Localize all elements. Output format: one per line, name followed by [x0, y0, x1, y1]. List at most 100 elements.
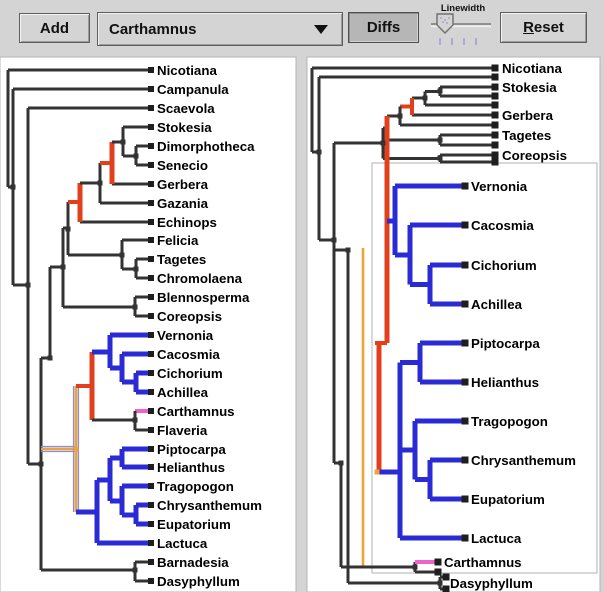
- leaf-tick: [148, 408, 154, 414]
- leaf-label[interactable]: Campanula: [157, 82, 229, 97]
- right-tree-panel[interactable]: [306, 56, 601, 592]
- leaf-tick: [148, 105, 154, 111]
- leaf-label[interactable]: Piptocarpa: [471, 336, 540, 351]
- left-tree[interactable]: Nicotiana Campanula Scaevola Stokesia Dimorp…: [6, 63, 262, 589]
- leaf-tick: [491, 151, 499, 159]
- tree-node: [437, 137, 443, 143]
- leaf-label[interactable]: Scaevola: [157, 101, 215, 116]
- tree-node: [107, 348, 113, 354]
- leaf-label[interactable]: Stokesia: [502, 80, 557, 95]
- leaf-tick: [148, 559, 154, 565]
- tree-node: [119, 252, 125, 258]
- leaf-label[interactable]: Lactuca: [471, 531, 522, 546]
- leaf-label[interactable]: Cichorium: [157, 366, 223, 381]
- leaf-label[interactable]: Coreopsis: [502, 148, 567, 163]
- leaf-label[interactable]: Barnadesia: [157, 555, 229, 570]
- leaf-label[interactable]: Blennosperma: [157, 290, 250, 305]
- leaf-label[interactable]: Chrysanthemum: [471, 453, 576, 468]
- leaf-tick: [148, 181, 154, 187]
- tree-node: [437, 155, 443, 161]
- leaf-label[interactable]: Gerbera: [502, 108, 554, 123]
- tree-node: [60, 264, 66, 270]
- leaf-label[interactable]: Helianthus: [471, 375, 539, 390]
- tree-node: [107, 477, 113, 483]
- leaf-label[interactable]: Cichorium: [471, 258, 537, 273]
- leaf-tick: [442, 585, 450, 592]
- leaf-label[interactable]: Echinops: [157, 215, 217, 230]
- leaf-tick: [491, 73, 499, 81]
- leaf-tick: [148, 294, 154, 300]
- leaf-label[interactable]: Coreopsis: [157, 309, 222, 324]
- tree-node: [427, 476, 433, 482]
- leaf-label[interactable]: Cacosmia: [471, 218, 534, 233]
- leaf-label[interactable]: Chrysanthemum: [157, 498, 262, 513]
- leaf-label[interactable]: Lactuca: [157, 536, 208, 551]
- leaf-label[interactable]: Tagetes: [157, 252, 206, 267]
- leaf-tick: [148, 483, 154, 489]
- leaf-tick: [148, 124, 154, 130]
- leaf-label[interactable]: Dasyphyllum: [157, 574, 240, 589]
- leaf-tick: [491, 92, 499, 100]
- leaf-tick: [461, 300, 469, 308]
- leaf-tick: [491, 101, 499, 109]
- leaf-label[interactable]: Gazania: [157, 196, 209, 211]
- tree-node: [132, 567, 138, 573]
- leaf-label[interactable]: Chromolaena: [157, 271, 243, 286]
- leaf-tick: [491, 64, 499, 72]
- leaf-tick: [148, 162, 154, 168]
- leaf-tick: [148, 464, 154, 470]
- linewidth-slider[interactable]: [431, 13, 491, 34]
- tree-node: [392, 218, 398, 224]
- tree-node: [119, 455, 125, 461]
- leaf-tick: [491, 121, 499, 129]
- right-tree[interactable]: Nicotiana Stokesia Gerbera Tagetes Coreopsis…: [310, 61, 598, 592]
- leaf-label[interactable]: Felicia: [157, 233, 199, 248]
- leaf-tick: [461, 221, 469, 229]
- tree-node: [47, 355, 53, 361]
- leaf-label[interactable]: Nicotiana: [157, 63, 217, 78]
- leaf-label[interactable]: Achillea: [157, 385, 209, 400]
- leaf-label[interactable]: Carthamnus: [444, 555, 522, 570]
- tree-node: [345, 247, 351, 253]
- leaf-label[interactable]: Cacosmia: [157, 347, 220, 362]
- leaf-label[interactable]: Achillea: [471, 297, 523, 312]
- leaf-tick: [148, 237, 154, 243]
- leaf-label[interactable]: Stokesia: [157, 120, 212, 135]
- tree-node: [38, 461, 44, 467]
- leaf-label[interactable]: Vernonia: [471, 179, 528, 194]
- tree-node: [316, 149, 322, 155]
- leaf-label[interactable]: Dimorphotheca: [157, 139, 255, 154]
- leaf-tick: [148, 502, 154, 508]
- tree-node: [119, 498, 125, 504]
- slider-thumb[interactable]: [436, 13, 454, 34]
- leaf-label[interactable]: Flaveria: [157, 423, 208, 438]
- leaf-label[interactable]: Gerbera: [157, 177, 209, 192]
- leaf-label[interactable]: Vernonia: [157, 328, 214, 343]
- leaf-label[interactable]: Tragopogon: [157, 479, 234, 494]
- tree-node: [25, 282, 31, 288]
- tree-node: [422, 95, 428, 101]
- add-button[interactable]: Add: [19, 13, 90, 43]
- leaf-label[interactable]: Nicotiana: [502, 61, 562, 76]
- tree-node: [397, 113, 403, 119]
- leaf-label[interactable]: Dasyphyllum: [450, 576, 533, 591]
- leaf-label[interactable]: Eupatorium: [157, 517, 231, 532]
- leaf-label[interactable]: Tragopogon: [471, 414, 548, 429]
- tree-node: [407, 252, 413, 258]
- tree-node: [380, 140, 386, 146]
- leaf-label[interactable]: Eupatorium: [471, 492, 545, 507]
- node-select-dropdown[interactable]: Carthamnus: [97, 12, 343, 46]
- leaf-label[interactable]: Carthamnus: [157, 404, 235, 419]
- leaf-label[interactable]: Piptocarpa: [157, 442, 226, 457]
- leaf-tick: [148, 86, 154, 92]
- leaf-label[interactable]: Senecio: [157, 158, 208, 173]
- tree-node: [65, 226, 71, 232]
- leaf-label[interactable]: Helianthus: [157, 460, 225, 475]
- tree-node: [119, 365, 125, 371]
- leaf-label[interactable]: Tagetes: [502, 128, 551, 143]
- leaf-tick: [461, 417, 469, 425]
- diffs-toggle-button[interactable]: Diffs: [348, 12, 419, 43]
